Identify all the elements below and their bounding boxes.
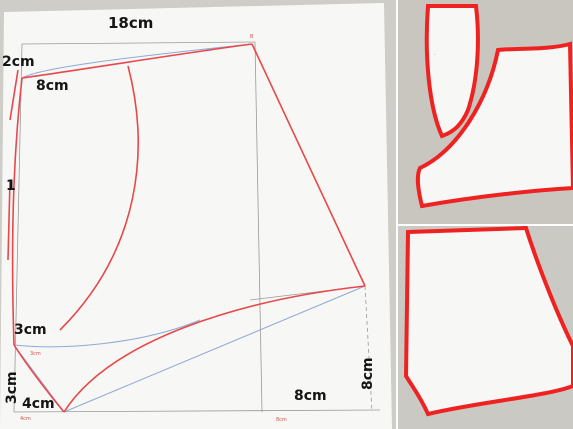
label-top-left: 2cm [2,54,35,70]
pencil-guides [13,41,381,413]
label-bottom-left-edge: 3cm [4,371,20,404]
label-bottom-right: 8cm [294,388,327,404]
label-left-side: 1 [6,178,16,194]
single-piece-drawing [403,226,573,417]
single-piece [403,226,573,417]
notation-corner: B [250,34,254,40]
label-right-vertical: 8cm [360,357,376,390]
notation-bottom: 8cm [276,417,287,423]
notation-curve: 3cm [30,351,41,357]
pattern-draft-photo: 8cm 4cm 3cm B 18cm 2cm 8cm 1 3cm 3cm 4cm… [0,0,396,429]
single-piece-photo [398,226,573,429]
narrow-piece [424,3,480,139]
cut-pieces-drawing: · [415,3,573,209]
blue-guides [13,43,366,413]
svg-text:·: · [434,52,436,58]
paper-sheet [0,3,392,429]
label-bottom: 4cm [22,396,55,412]
label-top-width: 18cm [108,14,153,32]
cut-pieces-photo: · [398,0,573,224]
notation-bottom-left: 4cm [20,416,31,422]
pattern-draft-drawing: 8cm 4cm 3cm B 18cm 2cm 8cm 1 3cm 3cm 4cm… [0,3,392,429]
label-inner-8cm: 8cm [36,78,69,94]
label-lower-curve: 3cm [14,322,47,338]
wide-piece [415,41,573,209]
red-pattern-outline [7,43,366,413]
